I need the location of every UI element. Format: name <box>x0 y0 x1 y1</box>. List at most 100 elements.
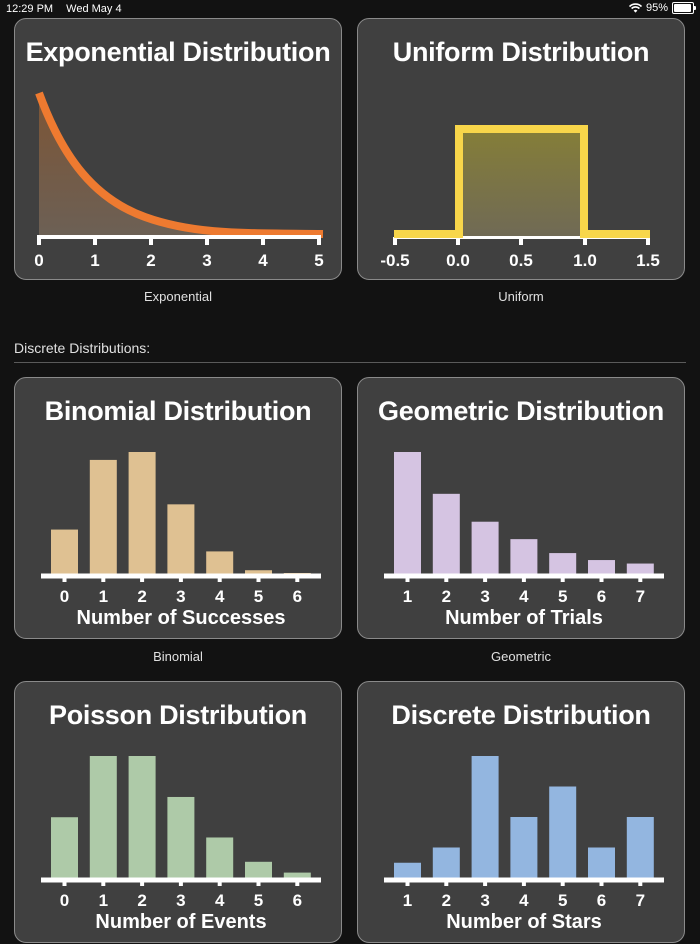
uniform-chart: -0.5 0.0 0.5 1.0 1.5 <box>380 125 660 270</box>
bar <box>128 452 156 574</box>
exponential-chart: 0 1 2 3 4 5 <box>34 91 324 270</box>
svg-text:7: 7 <box>636 891 645 910</box>
section-label: Discrete Distributions: <box>14 340 151 356</box>
bar <box>432 493 460 574</box>
svg-text:1: 1 <box>403 891 412 910</box>
binomial-caption: Binomial <box>153 649 203 664</box>
svg-text:5: 5 <box>558 891 567 910</box>
bar <box>245 570 272 574</box>
svg-text:2: 2 <box>137 587 146 606</box>
geometric-card[interactable]: Geometric Distribution 1 2 3 4 5 6 7 Number of … <box>357 377 685 639</box>
svg-text:0.5: 0.5 <box>509 251 533 270</box>
bar <box>626 563 654 574</box>
svg-text:3: 3 <box>480 891 489 910</box>
svg-text:2: 2 <box>442 587 451 606</box>
svg-text:7: 7 <box>636 587 645 606</box>
status-bar: 12:29 PM Wed May 4 95% <box>0 0 700 18</box>
card-title: Uniform Distribution <box>392 37 650 67</box>
bar <box>394 452 421 574</box>
bar <box>549 553 577 574</box>
svg-text:6: 6 <box>293 891 302 910</box>
binomial-card[interactable]: Binomial Distribution 0 1 2 3 4 5 6 Number of S… <box>14 377 342 639</box>
svg-text:-0.5: -0.5 <box>380 251 409 270</box>
svg-text:5: 5 <box>558 587 567 606</box>
card-title: Discrete Distribution <box>391 700 651 730</box>
svg-text:1.5: 1.5 <box>636 251 660 270</box>
svg-text:2: 2 <box>146 251 155 270</box>
svg-text:6: 6 <box>597 587 606 606</box>
bar <box>51 529 78 574</box>
svg-text:1: 1 <box>99 891 108 910</box>
poisson-card[interactable]: Poisson Distribution 0 1 2 3 4 5 6 Number of Ev… <box>14 681 342 943</box>
uniform-caption: Uniform <box>498 289 544 304</box>
svg-text:6: 6 <box>293 587 302 606</box>
svg-text:0: 0 <box>60 587 69 606</box>
bar <box>283 872 311 878</box>
x-axis-label: Number of Trials <box>445 607 603 629</box>
bar <box>51 817 78 878</box>
card-title: Geometric Distribution <box>378 396 664 426</box>
svg-text:5: 5 <box>314 251 323 270</box>
binomial-chart: 0 1 2 3 4 5 6 Number of Successes <box>41 452 321 629</box>
svg-text:4: 4 <box>519 891 529 910</box>
svg-text:4: 4 <box>215 891 225 910</box>
bar <box>89 756 117 878</box>
svg-text:3: 3 <box>480 587 489 606</box>
exponential-caption: Exponential <box>144 289 212 304</box>
svg-text:2: 2 <box>442 891 451 910</box>
poisson-chart: 0 1 2 3 4 5 6 Number of Events <box>41 756 321 933</box>
bar <box>432 847 460 878</box>
geometric-caption: Geometric <box>491 649 551 664</box>
bar <box>245 861 272 878</box>
wifi-icon <box>628 3 642 13</box>
svg-text:3: 3 <box>176 587 185 606</box>
svg-text:0: 0 <box>34 251 43 270</box>
section-divider <box>14 362 686 363</box>
discrete-chart: 1 2 3 4 5 6 7 Number of Stars <box>384 756 664 933</box>
battery-icon <box>672 2 696 14</box>
svg-text:0.0: 0.0 <box>446 251 470 270</box>
card-title: Binomial Distribution <box>44 396 312 426</box>
card-title: Exponential Distribution <box>25 37 331 67</box>
bar <box>206 837 234 878</box>
exponential-card[interactable]: Exponential Distribution 0 1 2 3 4 5 <box>14 18 342 280</box>
x-axis-label: Number of Events <box>95 911 266 933</box>
svg-text:0: 0 <box>60 891 69 910</box>
battery-percent: 95% <box>645 2 668 14</box>
status-time: 12:29 PM <box>6 3 54 15</box>
geometric-chart: 1 2 3 4 5 6 7 Number of Trials <box>384 452 664 629</box>
bar <box>588 847 615 878</box>
bar <box>394 862 421 878</box>
bar <box>510 539 538 574</box>
discrete-card[interactable]: Discrete Distribution 1 2 3 4 5 6 7 Number of S… <box>357 681 685 943</box>
svg-text:2: 2 <box>137 891 146 910</box>
bar <box>471 756 499 878</box>
svg-text:1: 1 <box>99 587 108 606</box>
bar <box>89 459 117 574</box>
bar <box>510 817 538 878</box>
svg-text:5: 5 <box>254 587 263 606</box>
status-date: Wed May 4 <box>66 3 122 15</box>
svg-text:1: 1 <box>403 587 412 606</box>
bar <box>206 551 234 574</box>
x-axis-label: Number of Successes <box>77 607 286 629</box>
bar <box>626 817 654 878</box>
bar <box>549 786 577 878</box>
svg-text:5: 5 <box>254 891 263 910</box>
bar <box>588 560 615 574</box>
svg-text:4: 4 <box>519 587 529 606</box>
bar <box>471 521 499 574</box>
card-title: Poisson Distribution <box>48 700 307 730</box>
bar <box>167 796 195 878</box>
bar <box>128 756 156 878</box>
bar <box>167 504 195 574</box>
svg-text:1: 1 <box>90 251 99 270</box>
svg-text:6: 6 <box>597 891 606 910</box>
svg-text:3: 3 <box>176 891 185 910</box>
x-axis-label: Number of Stars <box>446 911 602 933</box>
svg-text:4: 4 <box>258 251 268 270</box>
uniform-card[interactable]: Uniform Distribution -0.5 0.0 0.5 1.0 1.5 <box>357 18 685 280</box>
svg-text:3: 3 <box>202 251 211 270</box>
svg-text:4: 4 <box>215 587 225 606</box>
svg-text:1.0: 1.0 <box>573 251 597 270</box>
